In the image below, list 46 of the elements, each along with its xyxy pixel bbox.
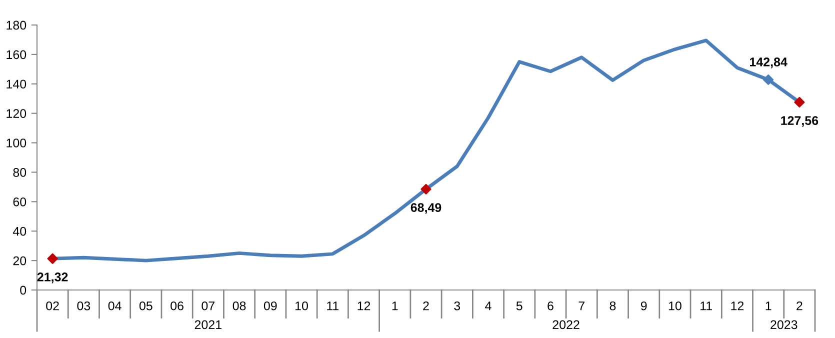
x-tick-label: 12 (358, 301, 370, 310)
x-tick-label: 10 (296, 301, 308, 310)
x-tick-label: 05 (139, 301, 152, 310)
point (763, 74, 774, 86)
x-tick-label: 2 (423, 301, 429, 310)
data-label: 21,32 (37, 272, 68, 284)
data-label: 68,49 (410, 203, 442, 214)
y-tick-label: 160 (6, 50, 26, 60)
point (47, 253, 58, 264)
x-tick-label: 9 (640, 301, 647, 310)
y-tick-label: 40 (12, 226, 26, 236)
x-tick-label: 8 (610, 301, 616, 310)
text: 2021 (194, 320, 222, 330)
y-tick-label: 100 (6, 138, 26, 148)
y-tick-label: 180 (6, 20, 26, 30)
y-tick-label: 140 (6, 80, 26, 89)
x-tick-label: 1 (766, 302, 772, 310)
x-tick-label: 1 (392, 302, 398, 310)
x-tick-label: 02 (46, 301, 59, 310)
x-tick-label: 2 (796, 301, 802, 310)
x-tick-label: 04 (108, 301, 122, 310)
x-tick-label: 6 (548, 301, 554, 310)
x-tick-label: 07 (202, 301, 214, 310)
text: 2022 (552, 320, 580, 330)
y-tick-label: 80 (13, 168, 26, 177)
x-tick-label: 10 (668, 301, 682, 310)
x-tick-label: 08 (232, 301, 246, 310)
x-tick-label: 4 (485, 302, 492, 310)
x-tick-label: 06 (170, 301, 184, 310)
x-tick-label: 09 (264, 301, 277, 310)
x-tick-label: 03 (77, 301, 90, 310)
x-tick-label: 11 (700, 302, 712, 310)
y-tick-label: 120 (6, 109, 26, 118)
text: 2023 (770, 320, 798, 330)
y-tick-label: 20 (13, 256, 26, 266)
y-tick-label: 0 (20, 286, 26, 295)
data-label: 127,56 (781, 116, 818, 127)
point (420, 184, 432, 194)
x-tick-label: 7 (578, 302, 584, 310)
x-tick-label: 3 (454, 301, 460, 310)
x-tick-label: 12 (731, 301, 744, 310)
y-tick-label: 60 (13, 197, 26, 206)
x-tick-label: 11 (327, 302, 339, 310)
data-label: 142,84 (750, 58, 788, 68)
x-tick-label: 5 (516, 302, 522, 310)
point (794, 96, 805, 108)
